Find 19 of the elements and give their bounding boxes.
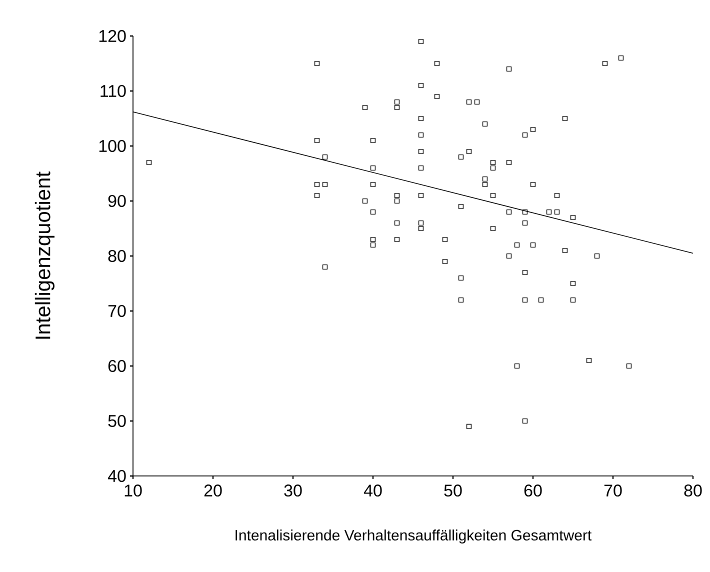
- x-axis-title: Intenalisierende Verhaltensauffälligkeiten Gesamtwert: [236, 530, 592, 544]
- y-tick-label: 40: [108, 470, 126, 482]
- x-tick-label: 50: [444, 484, 462, 497]
- y-tick-label: 70: [108, 304, 126, 318]
- x-tick-label: 70: [604, 484, 622, 497]
- y-tick-label: 100: [99, 140, 126, 152]
- x-tick-label: 20: [204, 484, 222, 497]
- x-tick-label: 80: [684, 484, 702, 497]
- y-tick-label: 90: [108, 194, 126, 208]
- x-tick-label: 60: [524, 484, 542, 497]
- y-tick-label: 80: [108, 250, 126, 262]
- y-tick-label: 110: [100, 84, 126, 98]
- y-tick-label: 60: [108, 360, 126, 372]
- x-tick-label: 10: [124, 484, 142, 497]
- y-tick-label: 50: [108, 414, 126, 428]
- y-axis-title: Intelligenzquotient: [34, 172, 54, 339]
- y-tick-label: 120: [99, 30, 126, 42]
- x-tick-label: 30: [284, 484, 302, 497]
- x-tick-label: 40: [364, 484, 382, 497]
